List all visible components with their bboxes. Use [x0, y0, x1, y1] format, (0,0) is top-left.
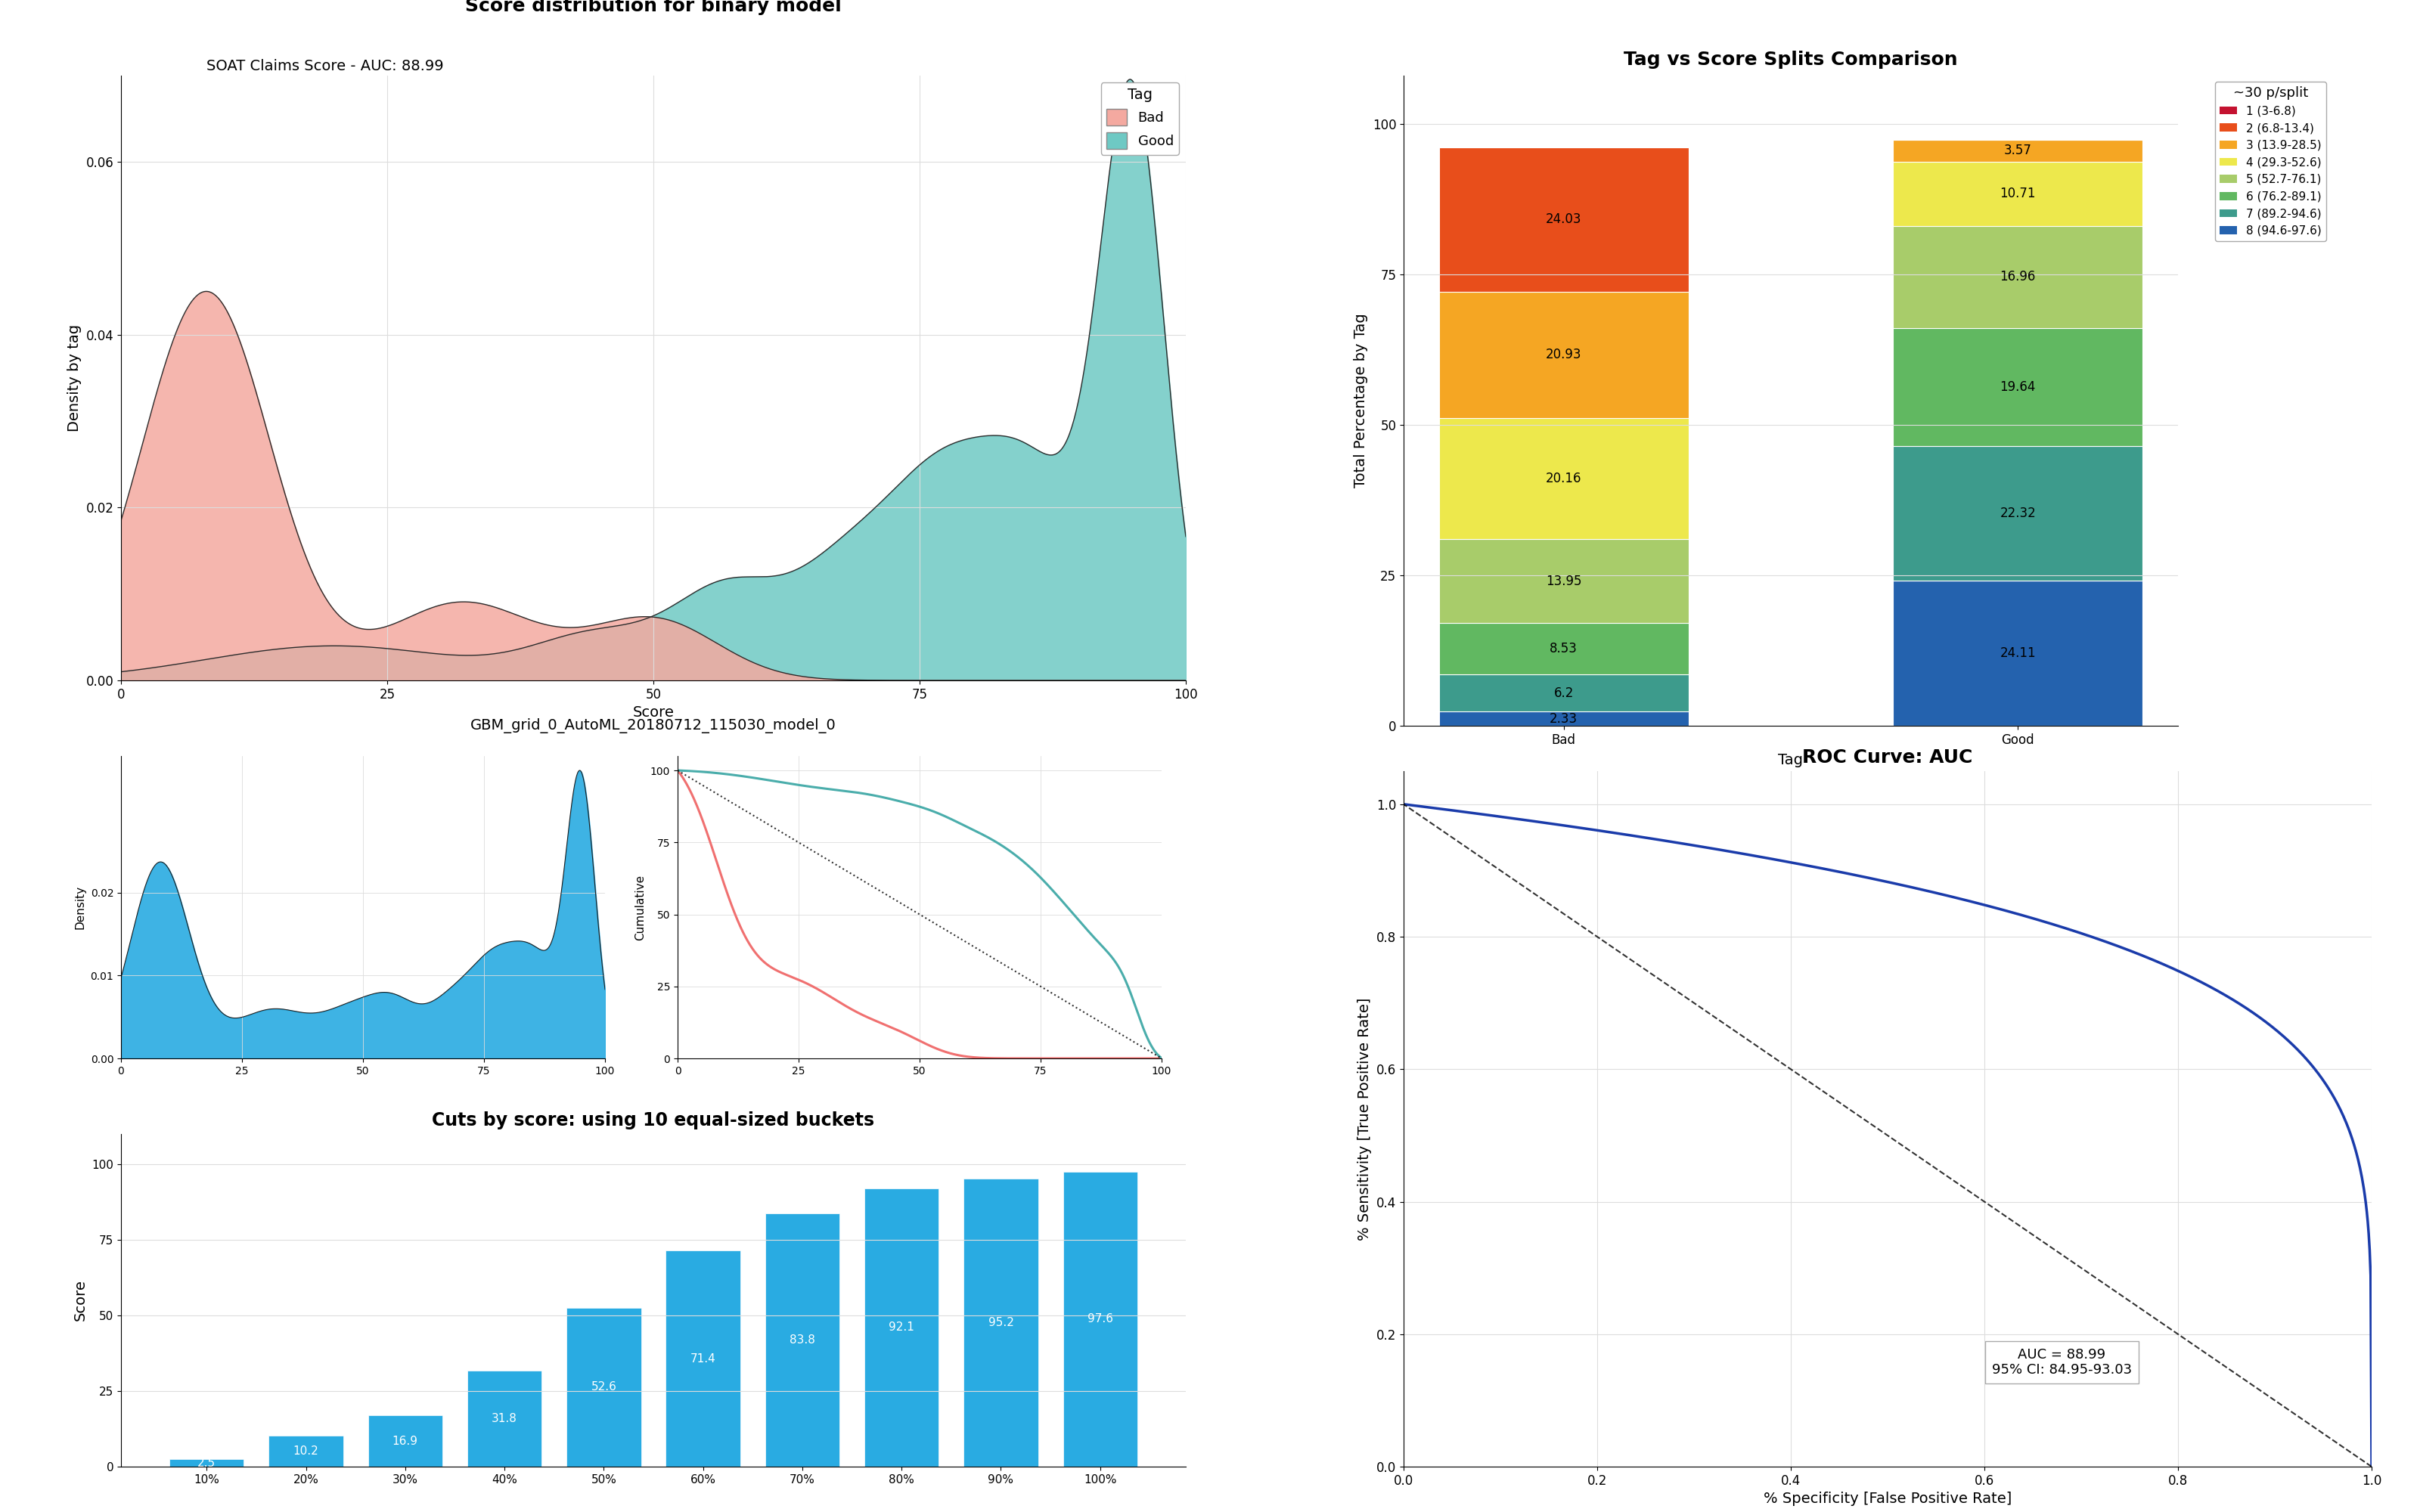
X-axis label: % Specificity [False Positive Rate]: % Specificity [False Positive Rate] [1764, 1492, 2011, 1506]
Bar [1892, 446, 2142, 581]
Text: 20.93: 20.93 [1546, 348, 1583, 361]
Legend: 1 (3-6.8), 2 (6.8-13.4), 3 (13.9-28.5), 4 (29.3-52.6), 5 (52.7-76.1), 6 (76.2-89: 1 (3-6.8), 2 (6.8-13.4), 3 (13.9-28.5), … [2214, 82, 2326, 240]
Bar [1062, 1172, 1137, 1467]
Y-axis label: Cumulative: Cumulative [634, 874, 646, 940]
Bar [765, 1213, 840, 1467]
Bar [169, 1459, 244, 1467]
Text: 31.8: 31.8 [491, 1412, 518, 1424]
Text: 92.1: 92.1 [888, 1321, 915, 1334]
Text: 71.4: 71.4 [690, 1353, 716, 1364]
Text: 52.6: 52.6 [590, 1382, 617, 1393]
Text: 3.57: 3.57 [2004, 144, 2033, 157]
Bar [1892, 328, 2142, 446]
Bar [1440, 147, 1689, 292]
Bar [1892, 225, 2142, 328]
Text: 13.95: 13.95 [1546, 575, 1583, 588]
Text: AUC = 88.99
95% CI: 84.95-93.03: AUC = 88.99 95% CI: 84.95-93.03 [1992, 1347, 2132, 1377]
Bar [1440, 674, 1689, 712]
Text: 20.16: 20.16 [1546, 472, 1583, 485]
Legend: Bad, Good: Bad, Good [1101, 83, 1179, 154]
Y-axis label: % Sensitivity [True Positive Rate]: % Sensitivity [True Positive Rate] [1358, 998, 1372, 1240]
Bar [1892, 581, 2142, 726]
Bar [1440, 292, 1689, 417]
Text: Score distribution for binary model: Score distribution for binary model [465, 0, 842, 15]
Text: 10.2: 10.2 [293, 1445, 319, 1458]
Text: 24.03: 24.03 [1546, 213, 1583, 227]
Bar [566, 1308, 641, 1467]
Text: 95.2: 95.2 [987, 1317, 1014, 1329]
Bar [963, 1179, 1038, 1467]
Text: 22.32: 22.32 [1999, 507, 2035, 520]
Text: 83.8: 83.8 [789, 1334, 816, 1346]
Y-axis label: Density by tag: Density by tag [68, 324, 82, 432]
Bar [467, 1370, 542, 1467]
Bar [1892, 141, 2142, 162]
Text: GBM_grid_0_AutoML_20180712_115030_model_0: GBM_grid_0_AutoML_20180712_115030_model_… [469, 718, 837, 733]
Text: 6.2: 6.2 [1554, 686, 1573, 700]
Bar [666, 1250, 741, 1467]
Bar [1440, 712, 1689, 726]
Text: 16.96: 16.96 [1999, 271, 2035, 284]
Text: SOAT Claims Score - AUC: 88.99: SOAT Claims Score - AUC: 88.99 [206, 59, 443, 74]
Title: Tag vs Score Splits Comparison: Tag vs Score Splits Comparison [1624, 51, 1958, 70]
Y-axis label: Score: Score [73, 1279, 87, 1321]
Bar [1440, 623, 1689, 674]
Text: 16.9: 16.9 [392, 1435, 419, 1447]
Text: 19.64: 19.64 [1999, 381, 2035, 395]
Bar [1440, 540, 1689, 623]
Bar [864, 1188, 939, 1467]
Bar [368, 1415, 443, 1467]
Text: 8.53: 8.53 [1549, 643, 1578, 656]
Text: 97.6: 97.6 [1087, 1314, 1113, 1325]
Text: 10.71: 10.71 [1999, 187, 2035, 201]
Y-axis label: Density: Density [75, 885, 87, 930]
Y-axis label: Total Percentage by Tag: Total Percentage by Tag [1353, 313, 1367, 488]
Text: 24.11: 24.11 [1999, 647, 2035, 661]
X-axis label: Tag: Tag [1779, 753, 1803, 768]
Text: 2.5: 2.5 [198, 1458, 215, 1468]
Title: ROC Curve: AUC: ROC Curve: AUC [1803, 748, 1972, 767]
X-axis label: Score: Score [632, 706, 675, 720]
Title: Cuts by score: using 10 equal-sized buckets: Cuts by score: using 10 equal-sized buck… [433, 1111, 874, 1129]
Bar [1440, 417, 1689, 540]
Bar [1892, 162, 2142, 225]
Text: 2.33: 2.33 [1549, 712, 1578, 726]
Bar [269, 1436, 344, 1467]
